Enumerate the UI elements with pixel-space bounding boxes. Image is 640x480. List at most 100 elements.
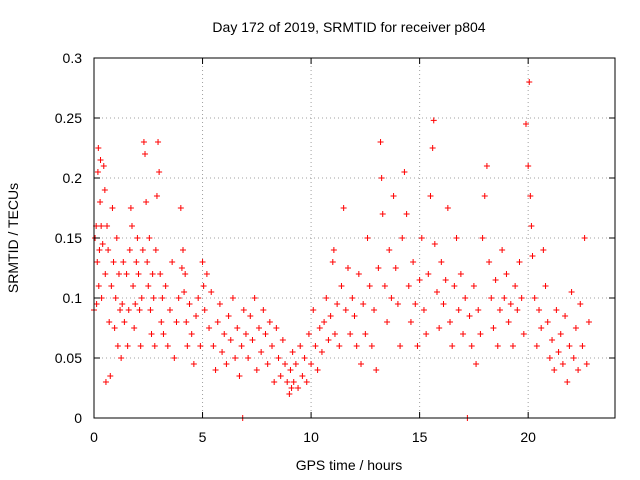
data-point <box>199 259 206 265</box>
data-point <box>455 307 462 313</box>
data-point <box>466 313 473 319</box>
data-point <box>200 283 207 289</box>
data-point <box>160 331 167 337</box>
data-point <box>338 283 345 289</box>
data-point <box>518 295 525 301</box>
data-point <box>301 355 308 361</box>
data-point <box>310 307 317 313</box>
data-point <box>579 343 586 349</box>
data-point <box>125 307 132 313</box>
data-point <box>180 247 187 253</box>
data-point <box>494 343 501 349</box>
data-point <box>273 325 280 331</box>
data-point <box>522 121 529 127</box>
data-point <box>438 259 445 265</box>
data-point <box>97 157 104 163</box>
data-point <box>318 349 325 355</box>
data-point <box>381 283 388 289</box>
data-point <box>106 319 113 325</box>
data-point <box>117 307 124 313</box>
data-point <box>227 337 234 343</box>
data-point <box>394 301 401 307</box>
data-point <box>193 313 200 319</box>
data-point <box>327 313 334 319</box>
data-point <box>126 247 133 253</box>
data-point <box>197 343 204 349</box>
data-point <box>388 295 395 301</box>
data-point <box>216 301 223 307</box>
data-point <box>303 379 310 385</box>
data-point <box>559 361 566 367</box>
data-point <box>124 343 131 349</box>
x-axis-label: GPS time / hours <box>296 457 403 473</box>
y-tick-label: 0.2 <box>63 170 83 186</box>
data-point <box>331 331 338 337</box>
data-point <box>105 247 112 253</box>
data-point <box>490 325 497 331</box>
data-point <box>195 295 202 301</box>
data-point <box>112 295 119 301</box>
data-point <box>577 301 584 307</box>
data-point <box>184 343 191 349</box>
data-point <box>423 331 430 337</box>
data-point <box>269 343 276 349</box>
data-point <box>520 331 527 337</box>
data-point <box>501 295 508 301</box>
data-point <box>564 379 571 385</box>
data-point <box>373 367 380 373</box>
y-axis-label: SRMTID / TECUs <box>5 183 21 293</box>
data-point <box>542 283 549 289</box>
data-point <box>94 169 101 175</box>
data-point <box>286 391 293 397</box>
data-point <box>358 361 365 367</box>
data-point <box>225 313 232 319</box>
data-point <box>355 271 362 277</box>
data-point <box>299 373 306 379</box>
data-point <box>551 367 558 373</box>
data-point <box>98 223 105 229</box>
data-point <box>572 325 579 331</box>
data-point <box>131 325 138 331</box>
data-point <box>181 289 188 295</box>
data-point <box>351 313 358 319</box>
data-point <box>169 259 176 265</box>
data-point <box>152 247 159 253</box>
data-point <box>334 301 341 307</box>
data-point <box>289 349 296 355</box>
data-point <box>253 367 260 373</box>
data-points <box>91 79 592 421</box>
data-point <box>503 271 510 277</box>
data-point <box>110 259 117 265</box>
data-point <box>295 385 302 391</box>
data-point <box>496 307 503 313</box>
data-point <box>271 379 278 385</box>
data-point <box>410 259 417 265</box>
data-point <box>436 325 443 331</box>
data-point <box>562 313 569 319</box>
y-tick-label: 0.3 <box>63 50 83 66</box>
data-point <box>460 331 467 337</box>
data-point <box>242 331 249 337</box>
data-point <box>94 259 101 265</box>
data-point <box>531 295 538 301</box>
x-tick-label: 10 <box>303 429 319 445</box>
data-point <box>407 319 414 325</box>
data-point <box>93 301 100 307</box>
data-point <box>162 283 169 289</box>
data-point <box>540 247 547 253</box>
data-point <box>240 307 247 313</box>
data-point <box>155 139 162 145</box>
y-tick-label: 0.15 <box>55 230 82 246</box>
data-point <box>260 307 267 313</box>
data-point <box>583 361 590 367</box>
data-point <box>136 307 143 313</box>
data-point <box>401 169 408 175</box>
data-point <box>190 361 197 367</box>
data-point <box>384 319 391 325</box>
data-point <box>414 343 421 349</box>
data-point <box>330 247 337 253</box>
data-point <box>570 355 577 361</box>
data-point <box>140 139 147 145</box>
data-point <box>575 367 582 373</box>
